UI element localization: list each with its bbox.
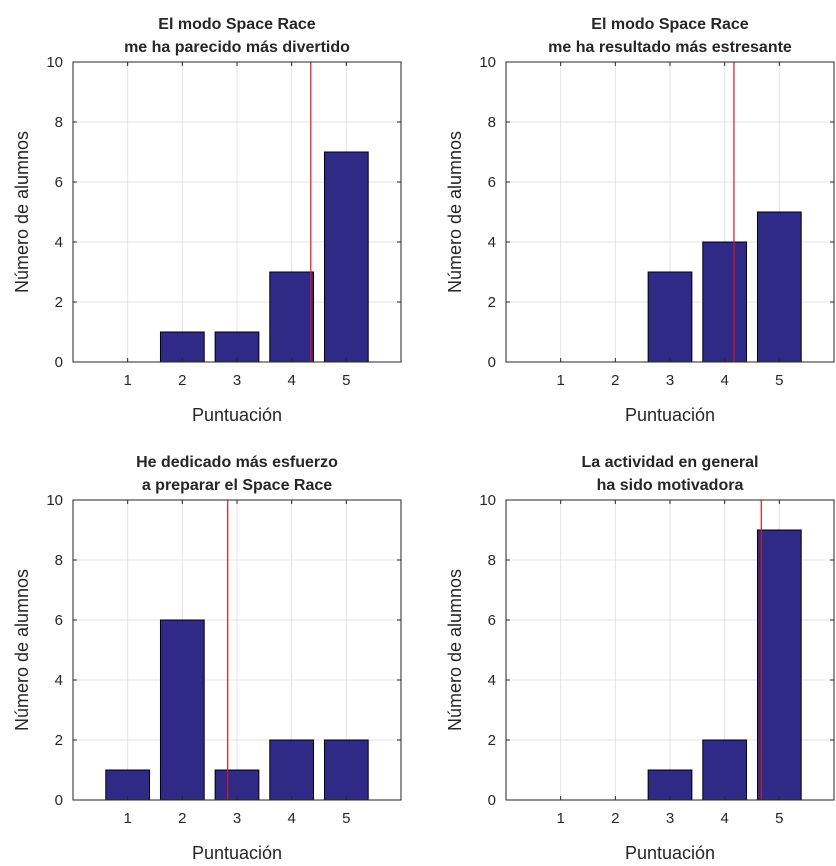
y-axis-label: Número de alumnos: [12, 131, 32, 293]
y-axis-label: Número de alumnos: [445, 569, 465, 731]
y-tick-label: 0: [55, 354, 63, 371]
x-tick-label: 4: [720, 372, 728, 389]
x-tick-label: 1: [556, 810, 564, 827]
x-tick-label: 5: [342, 810, 350, 827]
bar-3: [214, 331, 260, 363]
bar-2: [159, 331, 205, 363]
y-tick-label: 10: [479, 54, 496, 71]
x-tick-label: 5: [775, 372, 783, 389]
y-axis-label: Número de alumnos: [12, 569, 32, 731]
x-tick-label: 2: [178, 372, 186, 389]
chart-title-line-2: me ha parecido más divertido: [124, 39, 350, 56]
x-tick-label: 5: [342, 372, 350, 389]
y-tick-label: 2: [55, 294, 63, 311]
x-tick-label: 2: [611, 372, 619, 389]
y-tick-label: 6: [488, 174, 496, 191]
x-tick-label: 3: [666, 372, 674, 389]
x-tick-label: 2: [178, 810, 186, 827]
chart-panel-4: 1 2 3 4 5 0 2 4 6 8 10 Puntuación Número de alumnos L…: [445, 454, 835, 863]
y-tick-label: 2: [55, 732, 63, 749]
chart-title-line-1: El modo Space Race: [158, 16, 315, 33]
bar-4: [269, 271, 315, 363]
y-tick-label: 8: [488, 552, 496, 569]
y-tick-label: 4: [488, 672, 496, 689]
y-tick-label: 2: [488, 732, 496, 749]
x-tick-label: 4: [287, 372, 295, 389]
bar-4: [702, 241, 748, 363]
bar-5: [756, 529, 802, 801]
x-tick-label: 1: [556, 372, 564, 389]
y-tick-label: 10: [479, 492, 496, 509]
y-tick-label: 8: [488, 114, 496, 131]
x-axis-label: Puntuación: [625, 405, 715, 425]
x-tick-label: 4: [720, 810, 728, 827]
bar-2: [159, 619, 205, 801]
chart-panel-1: 1 2 3 4 5 0 2 4 6 8 10 Puntuación Número de alumnos E…: [12, 16, 402, 425]
x-tick-label: 1: [123, 810, 131, 827]
chart-title-line-2: a preparar el Space Race: [142, 477, 332, 494]
x-tick-label: 5: [775, 810, 783, 827]
chart-title-line-2: ha sido motivadora: [597, 477, 744, 494]
y-tick-label: 10: [46, 54, 63, 71]
x-tick-label: 2: [611, 810, 619, 827]
chart-panel-3: 1 2 3 4 5 0 2 4 6 8 10 Puntuación Número de alumnos H…: [12, 454, 402, 863]
x-tick-label: 3: [666, 810, 674, 827]
y-tick-label: 6: [55, 174, 63, 191]
chart-panel-2: 1 2 3 4 5 0 2 4 6 8 10 Puntuación Número de alumnos E…: [445, 16, 835, 425]
x-axis-label: Puntuación: [192, 843, 282, 863]
x-axis-label: Puntuación: [625, 843, 715, 863]
x-axis-label: Puntuación: [192, 405, 282, 425]
x-tick-label: 3: [233, 810, 241, 827]
y-tick-label: 8: [55, 552, 63, 569]
bar-4: [702, 739, 748, 801]
chart-title-line-2: me ha resultado más estresante: [548, 39, 792, 56]
bar-5: [323, 739, 369, 801]
y-tick-label: 0: [488, 354, 496, 371]
chart-title-line-1: He dedicado más esfuerzo: [136, 454, 338, 471]
y-tick-label: 4: [488, 234, 496, 251]
chart-title-line-1: El modo Space Race: [591, 16, 748, 33]
chart-title-line-1: La actividad en general: [582, 454, 759, 471]
y-tick-label: 4: [55, 672, 63, 689]
bar-5: [756, 211, 802, 363]
bar-3: [647, 271, 693, 363]
y-tick-label: 0: [488, 792, 496, 809]
y-tick-label: 8: [55, 114, 63, 131]
bar-5: [323, 151, 369, 363]
y-tick-label: 0: [55, 792, 63, 809]
y-tick-label: 4: [55, 234, 63, 251]
bar-3: [214, 769, 260, 801]
y-axis-label: Número de alumnos: [445, 131, 465, 293]
y-tick-label: 2: [488, 294, 496, 311]
bar-1: [105, 769, 151, 801]
bar-4: [269, 739, 315, 801]
y-tick-label: 10: [46, 492, 63, 509]
x-tick-label: 4: [287, 810, 295, 827]
bar-3: [647, 769, 693, 801]
y-tick-label: 6: [55, 612, 63, 629]
x-tick-label: 3: [233, 372, 241, 389]
y-tick-label: 6: [488, 612, 496, 629]
x-tick-label: 1: [123, 372, 131, 389]
